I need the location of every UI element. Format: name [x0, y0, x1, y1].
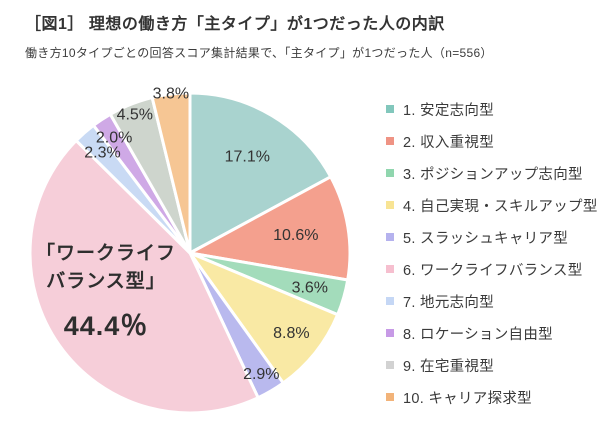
legend-swatch-icon [386, 105, 394, 113]
legend-item-label: 8. ロケーション自由型 [403, 326, 553, 343]
figure-header: ［図1］ 理想の働き方「主タイプ」が1つだった人の内訳 働き方10タイプごとの回… [0, 0, 600, 61]
legend-item-label: 2. 収入重視型 [403, 134, 495, 151]
legend-swatch-icon [386, 169, 394, 177]
legend-item-label: 7. 地元志向型 [403, 294, 495, 311]
slice-label-8: 2.0% [96, 130, 132, 147]
legend-item-9: 9. 在宅重視型 [386, 355, 598, 375]
pie-callout-line2: バランス型」 [46, 271, 166, 292]
legend-item-label: 1. 安定志向型 [403, 102, 495, 119]
legend-item-label: 5. スラッシュキャリア型 [403, 230, 569, 247]
pie-callout-line1: 「ワークライフ [35, 243, 176, 264]
legend-swatch-icon [386, 137, 394, 145]
pie-slice-10 [150, 91, 192, 255]
figure-subtitle: 働き方10タイプごとの回答スコア集計結果で、「主タイプ」が1つだった人（n=55… [25, 46, 493, 60]
legend-swatch-icon [386, 265, 394, 273]
legend: 1. 安定志向型 2. 収入重視型 3. ポジションアップ志向型 4. 自己実現・スキ… [386, 99, 598, 419]
legend-swatch-icon [386, 393, 394, 401]
legend-item-5: 5. スラッシュキャリア型 [386, 227, 598, 247]
legend-swatch-icon [386, 297, 394, 305]
slice-label-4: 8.8% [273, 325, 309, 342]
legend-item-label: 10. キャリア探求型 [403, 390, 532, 407]
figure-title: ［図1］ 理想の働き方「主タイプ」が1つだった人の内訳 [25, 16, 445, 33]
legend-item-label: 3. ポジションアップ志向型 [403, 166, 583, 183]
legend-item-label: 6. ワークライフバランス型 [403, 262, 583, 279]
slice-label-2: 10.6% [273, 227, 318, 244]
legend-item-3: 3. ポジションアップ志向型 [386, 163, 598, 183]
slice-label-7: 2.3% [84, 145, 120, 162]
slice-label-5: 2.9% [243, 366, 279, 383]
pie-slice-4 [188, 251, 340, 385]
slice-label-1: 17.1% [225, 148, 270, 165]
pie-slice-6 [28, 139, 260, 415]
slice-label-9: 4.5% [117, 106, 153, 123]
legend-item-6: 6. ワークライフバランス型 [386, 259, 598, 279]
legend-swatch-icon [386, 329, 394, 337]
pie-callout: 「ワークライフ バランス型」 44.4％ [20, 240, 192, 343]
chart-area: 17.1% 10.6% 3.6% 8.8% 2.9% 2.3% 2.0% 4.5% 3.8% 「… [0, 80, 600, 429]
legend-item-8: 8. ロケーション自由型 [386, 323, 598, 343]
legend-swatch-icon [386, 201, 394, 209]
legend-item-1: 1. 安定志向型 [386, 99, 598, 119]
legend-swatch-icon [386, 233, 394, 241]
pie-slice-1 [188, 91, 333, 255]
legend-item-4: 4. 自己実現・スキルアップ型 [386, 195, 598, 215]
slice-label-3: 3.6% [292, 279, 328, 296]
legend-swatch-icon [386, 361, 394, 369]
legend-item-2: 2. 収入重視型 [386, 131, 598, 151]
legend-item-7: 7. 地元志向型 [386, 291, 598, 311]
legend-item-label: 9. 在宅重視型 [403, 358, 495, 375]
pie-chart: 17.1% 10.6% 3.6% 8.8% 2.9% 2.3%2.0% 4.5%3.8% [28, 86, 352, 415]
pie-callout-value: 44.4％ [63, 311, 149, 341]
slice-label-10: 3.8% [153, 86, 189, 103]
legend-item-10: 10. キャリア探求型 [386, 387, 598, 407]
pie-slice-2 [188, 175, 352, 282]
legend-item-label: 4. 自己実現・スキルアップ型 [403, 198, 598, 215]
